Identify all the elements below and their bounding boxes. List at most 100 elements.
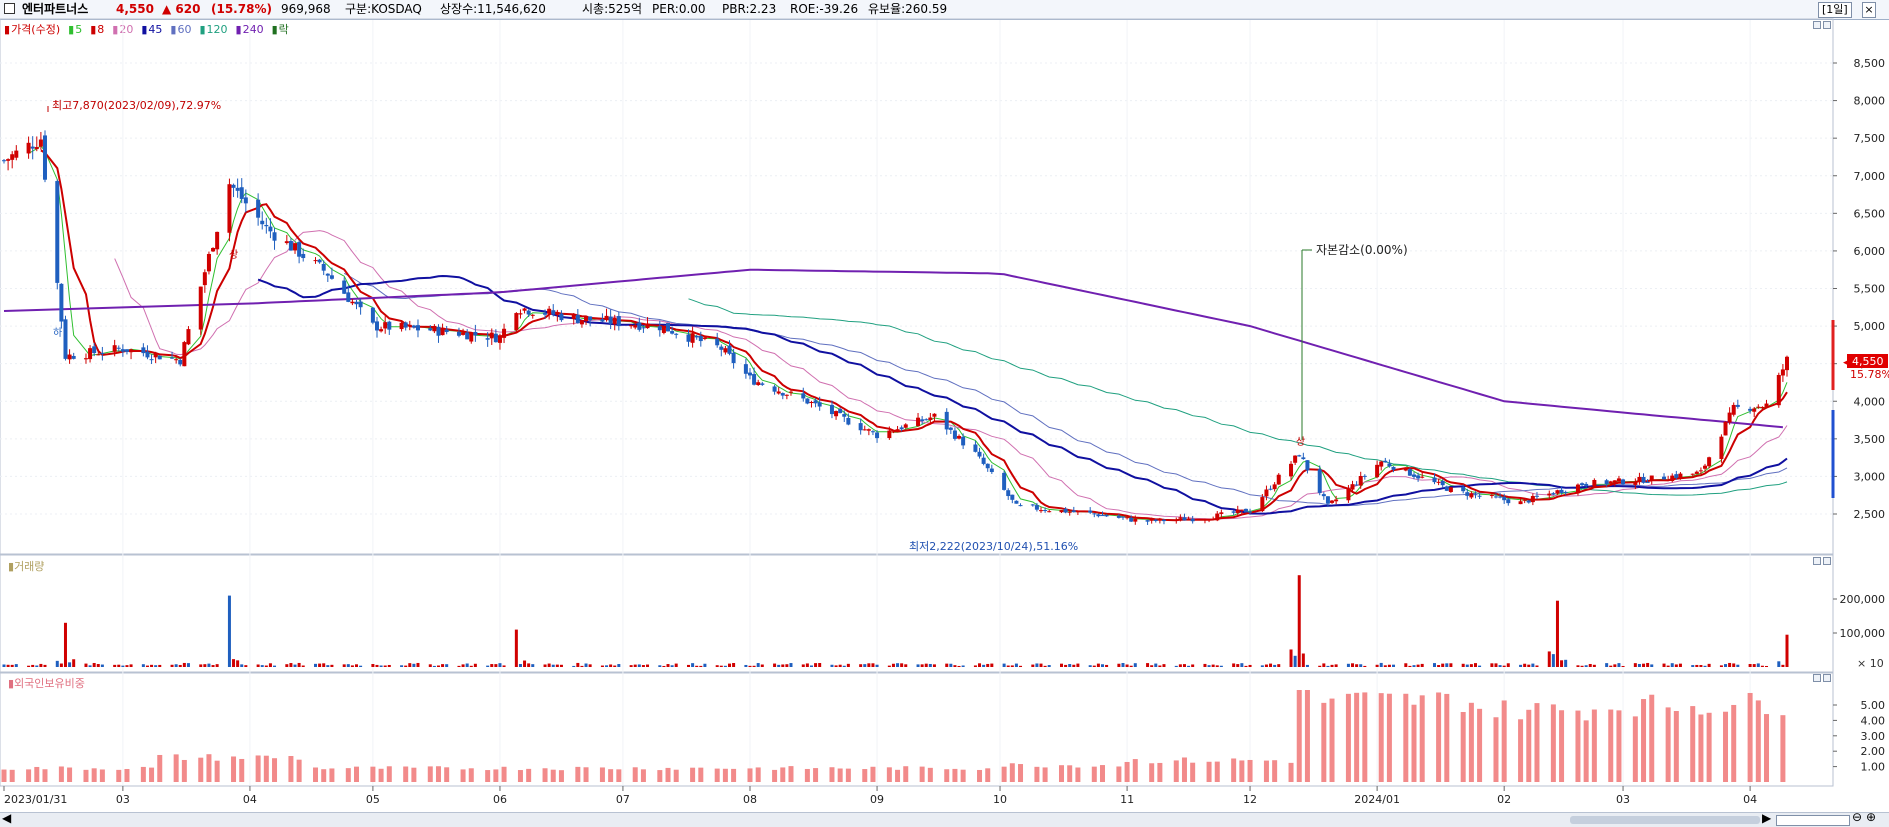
volume-bar [1461, 663, 1465, 667]
candle-body [456, 331, 461, 336]
candle-body [637, 322, 642, 330]
candle-body [1420, 476, 1425, 478]
candle-body [436, 326, 441, 336]
foreign-bar [698, 767, 704, 782]
foreign-bar [1419, 695, 1425, 782]
lower-limit-marker: 하 [53, 326, 62, 339]
volume-bar [961, 665, 965, 667]
legend-item-4[interactable]: ▮45 [141, 23, 166, 36]
candle-body [1030, 504, 1035, 506]
scroll-thumb[interactable] [1570, 816, 1760, 824]
candle-body [1473, 494, 1478, 496]
volume-close-button[interactable] [1823, 557, 1831, 565]
volume-bar [256, 664, 260, 667]
foreign-y-tick: 2.00 [1861, 745, 1886, 758]
candle-body [124, 349, 129, 352]
candle-body [887, 430, 892, 439]
legend-item-1[interactable]: ▮5 [68, 23, 86, 36]
candle-body [756, 382, 761, 385]
close-icon[interactable]: × [1862, 2, 1876, 18]
foreign-bar [722, 768, 728, 782]
candle-body [875, 432, 880, 439]
zoom-out-icon[interactable]: ⊖ [1852, 810, 1863, 824]
foreign-bar [845, 768, 851, 782]
candle-body [170, 357, 175, 359]
volume-maximize-button[interactable] [1813, 557, 1821, 565]
x-tick-label: 08 [743, 793, 757, 806]
legend-item-6[interactable]: ▮120 [199, 23, 231, 36]
candle-body [1748, 408, 1753, 411]
candle-body [96, 354, 101, 356]
volume-bar [1519, 664, 1523, 667]
candle-body [182, 342, 187, 367]
bottom-scrollbar[interactable]: ◀ ▶ ⊖ ⊕ [0, 810, 1889, 827]
volume-bar [1765, 665, 1769, 667]
candle-body [1678, 473, 1683, 479]
volume-bar [773, 663, 777, 667]
volume-bar [1576, 665, 1580, 667]
candle-body [1231, 511, 1236, 513]
period-button[interactable]: [1일] [1818, 2, 1852, 18]
legend-item-2[interactable]: ▮8 [90, 23, 108, 36]
volume-bar [949, 663, 953, 667]
volume-bar [1105, 664, 1109, 667]
stock-checkbox[interactable] [4, 3, 15, 14]
candle-body [571, 314, 576, 320]
candle-body [30, 146, 35, 149]
foreign-bar [755, 767, 761, 782]
foreign-y-tick: 4.00 [1861, 714, 1886, 727]
zoom-in-icon[interactable]: ⊕ [1866, 810, 1877, 824]
volume-bar [1650, 664, 1654, 667]
legend-item-7[interactable]: ▮240 [236, 23, 268, 36]
candle-body [805, 398, 810, 404]
foreign-bar [403, 766, 409, 782]
candle-body [616, 316, 621, 327]
volume-bar [687, 664, 691, 667]
foreign-maximize-button[interactable] [1813, 674, 1821, 682]
scroll-left-icon[interactable]: ◀ [2, 811, 12, 825]
candle-body [957, 435, 962, 439]
legend-item-0[interactable]: ▮가격(수정) [4, 23, 64, 36]
volume-bar [1695, 664, 1699, 667]
foreign-bar [468, 768, 474, 782]
scroll-right-icon[interactable]: ▶ [1762, 811, 1772, 825]
foreign-close-button[interactable] [1823, 674, 1831, 682]
candle-body [985, 463, 990, 469]
candle-body [42, 135, 47, 180]
zoom-slider[interactable] [1776, 815, 1850, 826]
volume-bar [63, 622, 67, 667]
foreign-bar [903, 766, 909, 782]
volume-bar [871, 663, 875, 667]
volume-bar [1523, 663, 1527, 667]
candle-body [411, 325, 416, 328]
candle-body [1723, 421, 1728, 436]
candle-body [518, 313, 523, 315]
volume-bar [1760, 665, 1764, 667]
foreign-panel-label: ▮외국인보유비중 [8, 677, 85, 690]
foreign-bar [813, 768, 819, 782]
volume-bar [408, 663, 412, 667]
foreign-bar [1583, 720, 1589, 782]
volume-bar [1273, 664, 1277, 667]
candle-body [629, 325, 634, 327]
candle-body [428, 328, 433, 331]
stock-name[interactable]: 엔터파트너스 [22, 2, 89, 16]
price-y-tick: 3,500 [1854, 433, 1886, 446]
volume-bar [158, 664, 162, 667]
volume-bar [1305, 664, 1309, 667]
candle-body [293, 243, 298, 251]
panel-maximize-button[interactable] [1813, 21, 1821, 29]
legend-item-8[interactable]: ▮락 [272, 23, 293, 36]
volume-bar [2, 664, 6, 667]
candle-body [842, 414, 847, 417]
candle-body [1407, 469, 1412, 476]
legend-item-5[interactable]: ▮60 [170, 23, 195, 36]
volume-y-tick: 100,000 [1840, 627, 1886, 640]
foreign-bar [116, 769, 122, 782]
volume-bar [1441, 663, 1445, 667]
candle-body [1346, 488, 1351, 501]
candle-body [1362, 475, 1367, 477]
panel-close-button[interactable] [1823, 21, 1831, 29]
foreign-bar [239, 758, 245, 782]
